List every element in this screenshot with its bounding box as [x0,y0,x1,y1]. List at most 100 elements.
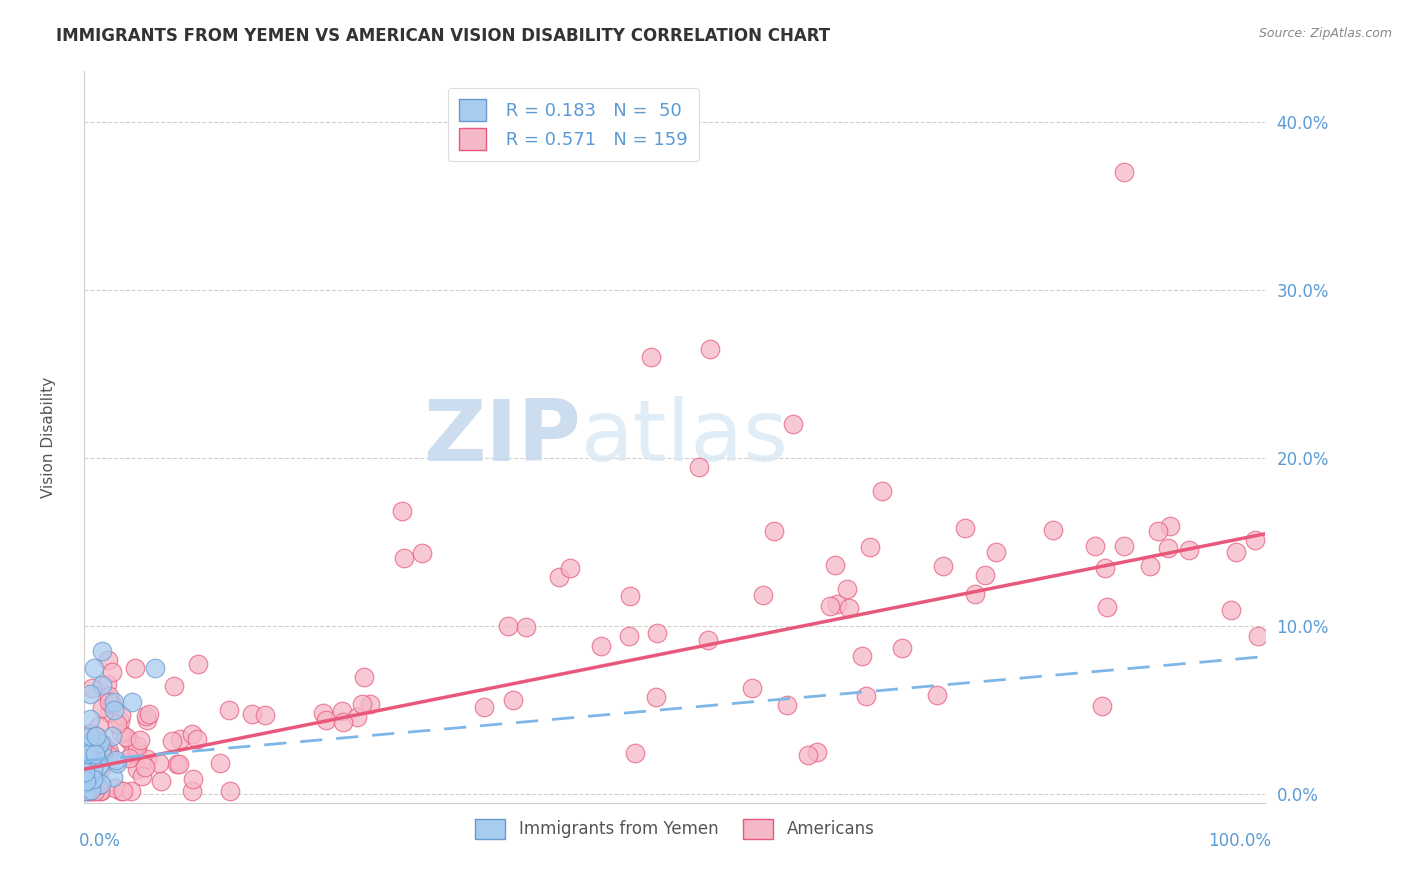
Point [76,784,98,798]
Point [837,582,859,596]
Point [75,743,97,757]
Point [77,738,100,752]
Point [890,641,912,656]
Point [118,733,141,747]
Point [83,784,105,798]
Point [619,589,641,603]
Point [332,715,354,730]
Point [75,761,97,775]
Point [619,629,641,643]
Point [762,524,785,538]
Point [101,698,124,712]
Point [110,708,132,723]
Point [93,749,115,764]
Point [91,644,114,658]
Point [86,739,108,754]
Point [108,714,131,729]
Point [112,784,135,798]
Point [80,737,103,751]
Point [131,769,153,783]
Point [1247,629,1270,643]
Point [859,541,882,555]
Point [138,706,160,721]
Point [84,784,107,798]
Point [502,693,524,707]
Point [97,653,120,667]
Point [125,739,148,754]
Point [181,772,204,787]
Point [89,736,111,750]
Point [1114,539,1136,553]
Point [77,738,100,752]
Point [346,710,368,724]
Point [83,661,105,675]
Point [80,681,103,696]
Point [392,550,415,565]
Point [76,765,98,780]
Point [169,731,191,746]
Point [1244,533,1267,548]
Point [134,760,156,774]
Point [120,784,142,798]
Point [218,703,240,717]
Point [143,661,166,675]
Point [1042,524,1064,538]
Text: IMMIGRANTS FROM YEMEN VS AMERICAN VISION DISABILITY CORRELATION CHART: IMMIGRANTS FROM YEMEN VS AMERICAN VISION… [56,27,831,45]
Point [824,558,846,572]
Point [1147,524,1170,538]
Point [166,757,188,772]
Text: 100.0%: 100.0% [1208,832,1271,850]
Point [86,739,108,753]
Point [75,764,97,779]
Point [79,784,101,798]
Point [776,698,799,712]
Point [84,747,107,761]
Point [82,764,104,779]
Point [1139,559,1161,574]
Point [87,744,110,758]
Point [98,744,121,758]
Point [79,725,101,739]
Legend: Immigrants from Yemen, Americans: Immigrants from Yemen, Americans [468,812,882,846]
Point [851,649,873,664]
Point [125,747,148,761]
Point [825,597,848,611]
Point [187,657,209,672]
Point [98,689,121,703]
Point [411,546,433,560]
Point [80,784,103,798]
Point [135,713,157,727]
Point [82,740,104,755]
Point [1219,602,1241,616]
Point [82,761,104,775]
Point [75,750,97,764]
Point [90,740,112,755]
Text: atlas: atlas [581,395,789,479]
Point [79,686,101,700]
Point [86,778,108,792]
Point [624,746,647,760]
Point [76,747,98,762]
Text: Source: ZipAtlas.com: Source: ZipAtlas.com [1258,27,1392,40]
Point [75,747,97,762]
Point [932,558,955,573]
Point [96,677,118,691]
Point [353,670,375,684]
Point [352,697,374,711]
Point [79,736,101,750]
Point [797,747,820,762]
Point [89,784,111,798]
Point [90,761,112,775]
Point [90,784,112,798]
Point [83,730,105,744]
Point [515,620,537,634]
Text: 0.0%: 0.0% [79,832,121,850]
Point [73,740,96,755]
Point [1112,165,1135,179]
Point [741,681,763,696]
Point [870,483,893,498]
Point [87,758,110,772]
Point [315,713,337,727]
Point [107,756,129,771]
Point [118,751,141,765]
